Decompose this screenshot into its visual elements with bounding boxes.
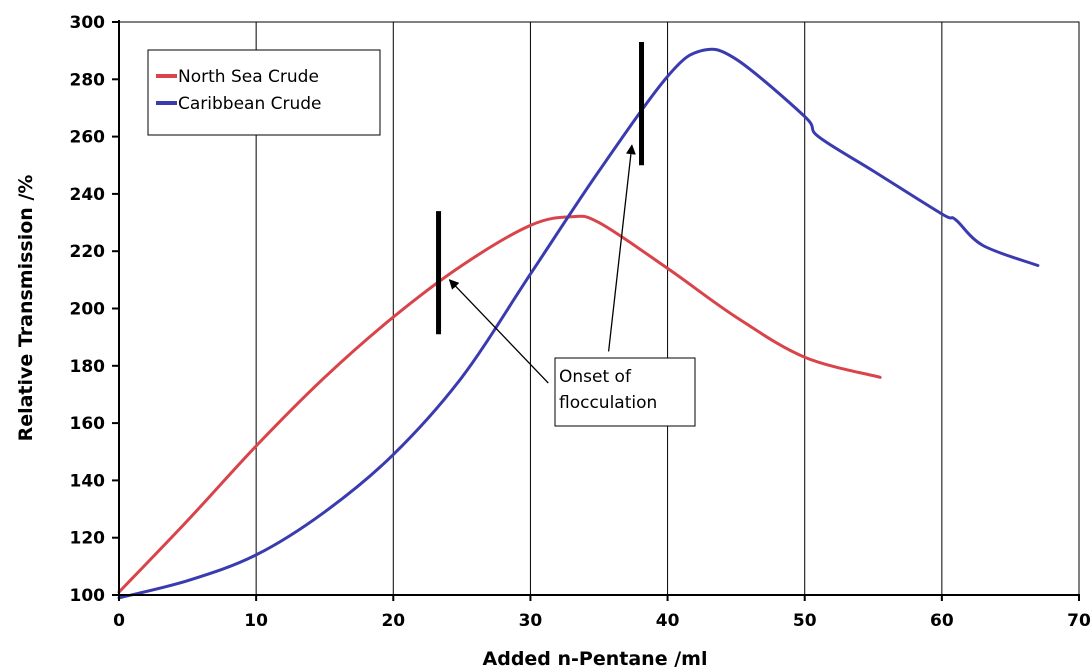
y-tick-label: 260 <box>70 128 106 148</box>
legend: North Sea Crude Caribbean Crude <box>147 49 381 136</box>
annotation-arrow <box>607 144 636 352</box>
x-tick-label: 60 <box>930 611 954 631</box>
annotation-arrow <box>448 279 549 384</box>
annotation-text: flocculation <box>559 393 657 413</box>
x-tick-label: 30 <box>519 611 543 631</box>
x-tick-label: 0 <box>113 611 125 631</box>
y-tick-label: 160 <box>70 414 106 434</box>
annotations: Onset of flocculation <box>436 42 696 427</box>
y-tick-label: 240 <box>70 185 106 205</box>
y-tick-label: 100 <box>70 586 106 606</box>
x-tick-label: 50 <box>793 611 817 631</box>
x-tick-label: 70 <box>1067 611 1091 631</box>
y-tick-label: 300 <box>70 13 106 33</box>
axes: 100 120 140 160 180 200 220 240 260 280 300 0 10 20 30… <box>15 13 1091 670</box>
annotation-box <box>554 357 696 427</box>
x-axis-title: Added n-Pentane /ml <box>483 648 708 670</box>
series-line-north-sea-crude <box>117 214 882 594</box>
x-tick-label: 40 <box>656 611 680 631</box>
y-tick-label: 180 <box>70 357 106 377</box>
y-axis-title: Relative Transmission /% <box>15 175 37 442</box>
series-lines <box>117 47 1040 600</box>
x-tick-label: 10 <box>244 611 268 631</box>
y-tick-label: 220 <box>70 242 106 262</box>
legend-label: Caribbean Crude <box>178 94 322 114</box>
legend-label: North Sea Crude <box>178 67 319 87</box>
y-tick-label: 140 <box>70 471 106 491</box>
series-line-caribbean-crude <box>117 47 1040 600</box>
x-tick-label: 20 <box>381 611 405 631</box>
y-tick-label: 200 <box>70 300 106 320</box>
legend-box <box>147 49 381 136</box>
annotation-text: Onset of <box>559 367 632 387</box>
y-tick-label: 280 <box>70 70 106 90</box>
y-tick-label: 120 <box>70 529 106 549</box>
